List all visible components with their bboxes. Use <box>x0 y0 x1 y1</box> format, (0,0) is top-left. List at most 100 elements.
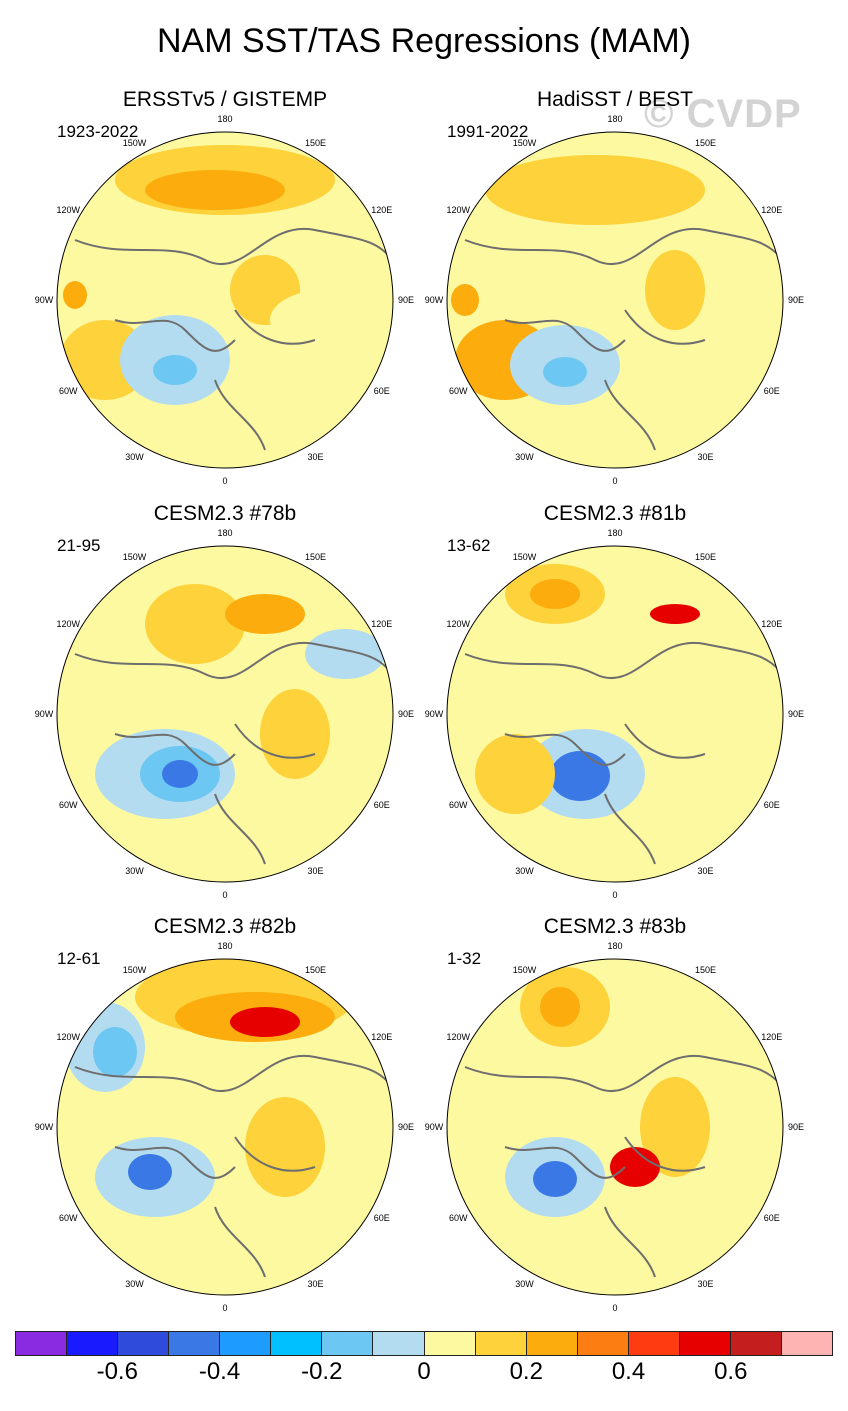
longitude-label: 90E <box>397 295 415 305</box>
longitude-label: 90E <box>787 1122 805 1132</box>
longitude-label: 90E <box>787 709 805 719</box>
anomaly-region <box>153 355 197 385</box>
longitude-label: 150E <box>694 138 717 149</box>
coastline <box>114 733 236 766</box>
longitude-label: 30W <box>515 1278 534 1289</box>
colorbar-segment <box>118 1332 170 1355</box>
longitude-label: 0 <box>612 476 618 486</box>
polar-map <box>446 545 784 883</box>
longitude-label: 30W <box>515 451 534 462</box>
longitude-label: 30W <box>515 865 534 876</box>
anomaly-region <box>270 290 380 350</box>
anomaly-region <box>128 1154 172 1190</box>
panel-period: 1-32 <box>447 949 482 968</box>
map-panel-2: HadiSST / BEST 1991-2022 180 150E 120E 90E 60E… <box>425 88 805 488</box>
longitude-label: 60W <box>58 799 78 810</box>
figure-title: NAM SST/TAS Regressions (MAM) <box>156 22 691 60</box>
colorbar-tick-label: 0.6 <box>714 1358 748 1385</box>
colorbar-segment <box>271 1332 323 1355</box>
polar-map <box>446 131 784 469</box>
polar-map <box>56 131 394 469</box>
anomaly-region <box>230 1007 300 1037</box>
coastline <box>234 1136 316 1172</box>
longitude-label: 120E <box>761 204 783 215</box>
longitude-label: 150E <box>304 552 327 563</box>
coastline <box>624 1136 706 1172</box>
coastline <box>624 723 706 759</box>
longitude-label: 30E <box>307 451 324 462</box>
anomaly-region <box>550 751 610 801</box>
colorbar-segment <box>220 1332 272 1355</box>
panel-title: ERSSTv5 / GISTEMP <box>122 88 328 111</box>
longitude-label: 30E <box>307 1278 324 1289</box>
longitude-label: 0 <box>612 1303 618 1313</box>
polar-map <box>446 958 784 1296</box>
coastline <box>114 319 236 352</box>
polar-map <box>56 958 394 1296</box>
coastline <box>214 379 266 451</box>
colorbar-segment <box>169 1332 221 1355</box>
coastline <box>464 227 783 266</box>
colorbar <box>15 1331 833 1356</box>
coastline <box>604 379 656 451</box>
coastline <box>464 1054 783 1093</box>
colorbar-tick-label: 0.2 <box>509 1358 543 1385</box>
colorbar-segment <box>679 1332 731 1355</box>
colorbar-segment <box>475 1332 527 1355</box>
anomaly-region <box>225 594 305 634</box>
anomaly-region <box>93 1027 137 1077</box>
coastline <box>504 1146 626 1179</box>
panel-title: CESM2.3 #82b <box>153 915 297 938</box>
polar-map <box>56 545 394 883</box>
map-border <box>446 958 784 1296</box>
map-border <box>56 545 394 883</box>
anomaly-region <box>530 579 580 609</box>
colorbar-tick-label: -0.4 <box>198 1358 241 1385</box>
cvdp-watermark: © CVDP <box>644 92 802 136</box>
anomaly-region <box>245 1097 325 1197</box>
longitude-label: 150E <box>304 965 327 976</box>
panel-period: 21-95 <box>57 536 101 555</box>
longitude-label: 150E <box>694 965 717 976</box>
panel-period: 13-62 <box>447 536 491 555</box>
anomaly-region <box>540 987 580 1027</box>
longitude-label: 180 <box>217 114 233 124</box>
map-panel-3: CESM2.3 #78b 21-95 180 150E 120E 90E 60E 30E 0 30… <box>35 502 415 902</box>
colorbar-tick-label: 0 <box>417 1358 431 1385</box>
longitude-label: 60E <box>763 385 780 396</box>
longitude-label: 150W <box>122 138 147 149</box>
coastline <box>504 733 626 766</box>
longitude-label: 60E <box>763 799 780 810</box>
longitude-label: 0 <box>222 890 228 900</box>
coastline <box>604 793 656 865</box>
anomaly-region <box>145 584 245 664</box>
longitude-label: 120E <box>761 618 783 629</box>
longitude-label: 120W <box>446 1031 470 1042</box>
anomaly-region <box>475 734 555 814</box>
longitude-label: 90W <box>424 295 444 305</box>
colorbar-segment <box>781 1332 832 1355</box>
panel-title: HadiSST / BEST <box>536 88 693 111</box>
longitude-label: 180 <box>217 941 233 951</box>
colorbar-tick-label: -0.2 <box>301 1358 343 1385</box>
colorbar-segment <box>424 1332 476 1355</box>
colorbar-tick-label: -0.6 <box>96 1358 138 1385</box>
anomaly-region <box>645 250 705 330</box>
longitude-label: 60W <box>448 1212 468 1223</box>
longitude-label: 120E <box>371 1031 393 1042</box>
longitude-label: 90E <box>787 295 805 305</box>
longitude-label: 150W <box>512 138 537 149</box>
longitude-label: 180 <box>607 941 623 951</box>
panel-period: 1991-2022 <box>447 122 529 141</box>
colorbar-segment <box>730 1332 782 1355</box>
longitude-label: 120W <box>446 204 470 215</box>
map-border <box>446 545 784 883</box>
longitude-label: 30E <box>307 865 324 876</box>
panel-period: 1923-2022 <box>57 122 139 141</box>
colorbar-tick-label: 0.4 <box>611 1358 646 1385</box>
longitude-label: 90E <box>397 709 415 719</box>
map-border <box>56 131 394 469</box>
coastline <box>464 641 783 680</box>
coastline <box>74 227 393 266</box>
anomaly-region <box>260 689 330 779</box>
